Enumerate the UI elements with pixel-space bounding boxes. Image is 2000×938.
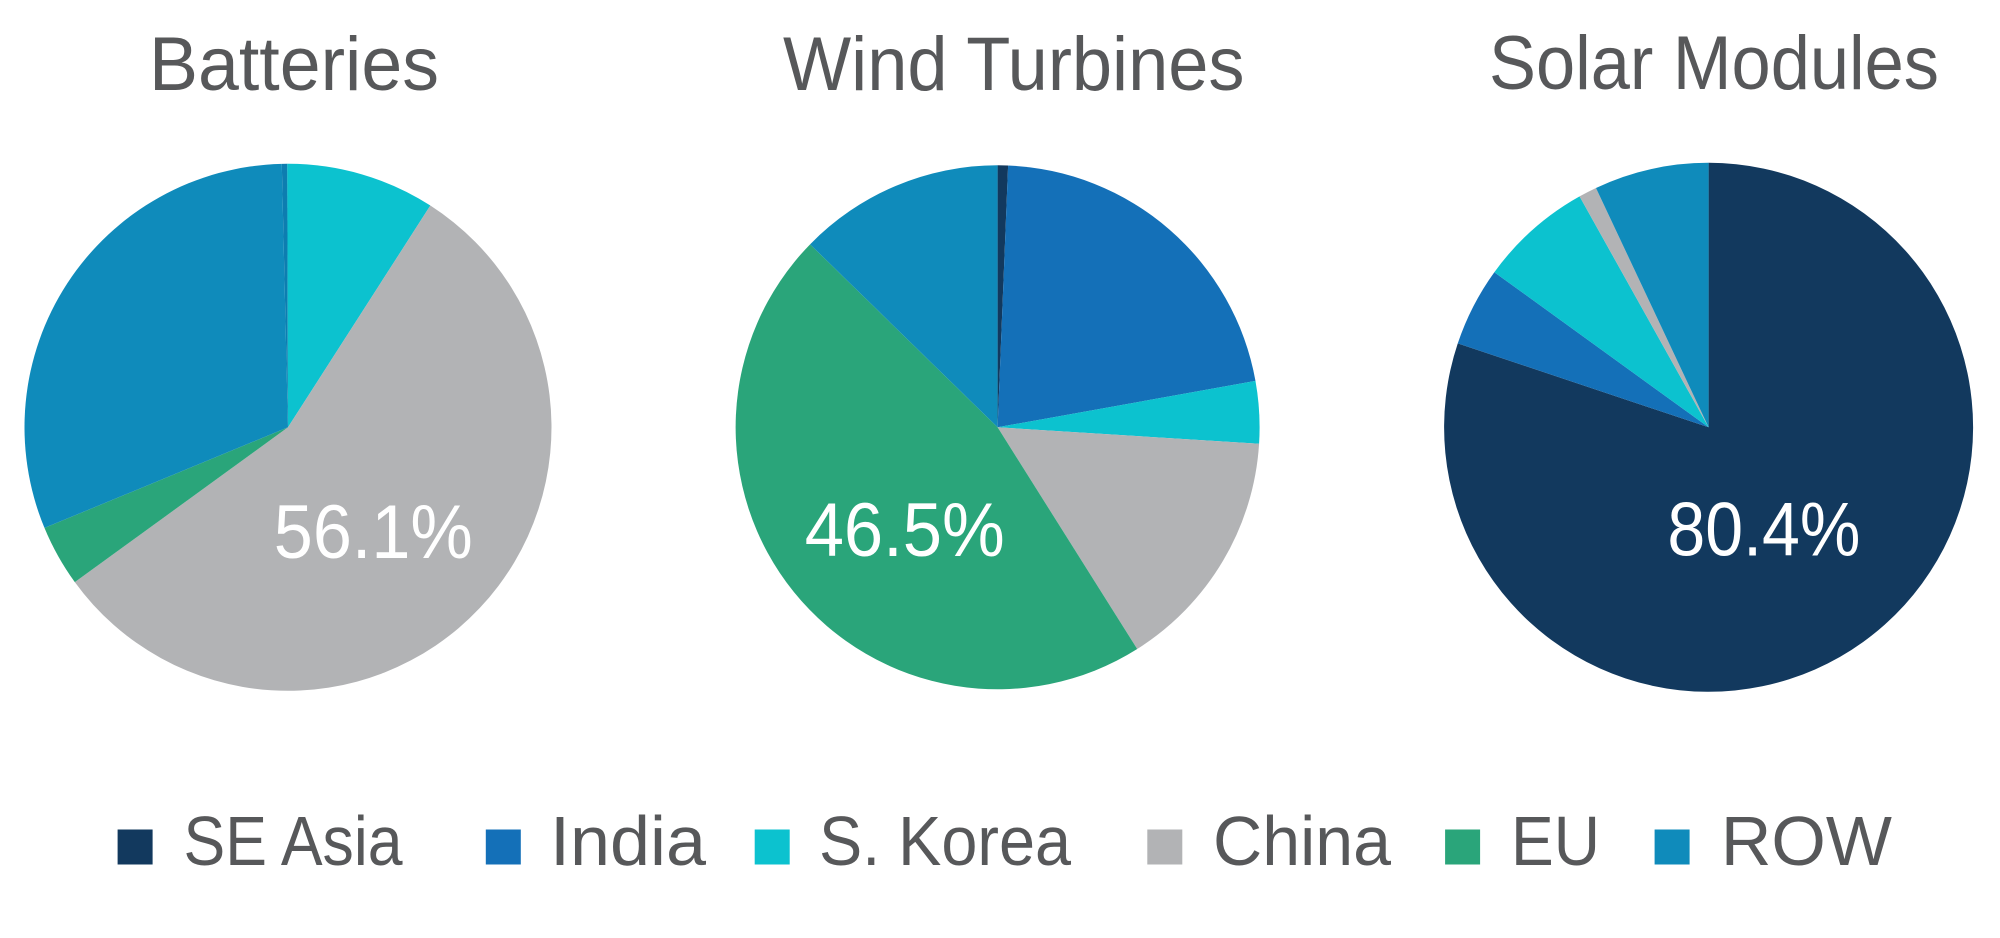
svg-text:India: India xyxy=(550,802,706,880)
svg-text:China: China xyxy=(1213,802,1391,880)
svg-text:Solar Modules: Solar Modules xyxy=(1489,21,1939,106)
svg-text:Batteries: Batteries xyxy=(149,22,439,107)
svg-text:80.4%: 80.4% xyxy=(1667,488,1860,573)
svg-text:EU: EU xyxy=(1511,802,1600,880)
svg-text:ROW: ROW xyxy=(1721,802,1892,880)
svg-text:S. Korea: S. Korea xyxy=(819,802,1071,880)
svg-text:56.1%: 56.1% xyxy=(274,490,473,575)
svg-text:SE Asia: SE Asia xyxy=(184,802,403,880)
svg-text:Wind Turbines: Wind Turbines xyxy=(783,22,1245,107)
svg-text:46.5%: 46.5% xyxy=(805,488,1005,573)
